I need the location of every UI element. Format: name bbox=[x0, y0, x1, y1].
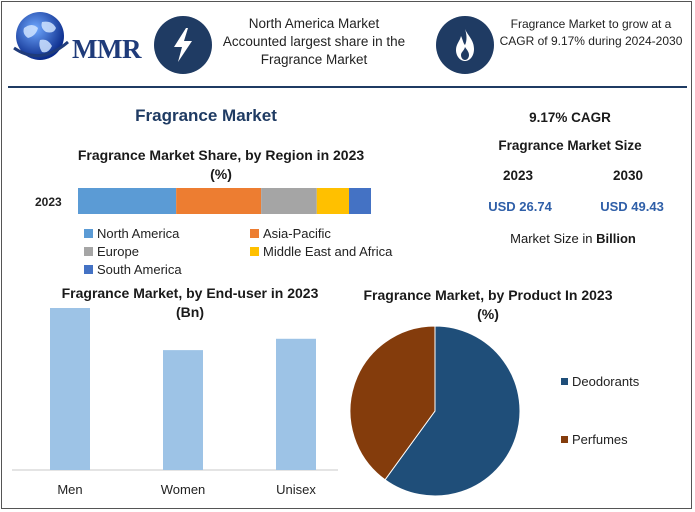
legend-swatch bbox=[84, 229, 93, 238]
footnote-unit: Billion bbox=[596, 231, 636, 246]
enduser-chart-title: Fragrance Market, by End-user in 2023 (B… bbox=[44, 284, 336, 322]
header-box2-text: Fragrance Market to grow at a CAGR of 9.… bbox=[499, 17, 683, 48]
legend-swatch bbox=[250, 247, 259, 256]
product-chart-subtitle: (%) bbox=[477, 306, 499, 322]
legend-swatch bbox=[84, 265, 93, 274]
region-chart-title-text: Fragrance Market Share, by Region in 202… bbox=[77, 147, 365, 163]
bar-women bbox=[163, 350, 203, 470]
logo-text: MMR bbox=[72, 34, 141, 64]
market-year-2030: 2030 bbox=[612, 168, 644, 183]
globe-icon bbox=[13, 12, 69, 60]
product-chart-title: Fragrance Market, by Product In 2023 (%) bbox=[350, 286, 626, 324]
pie-slice-perfumes bbox=[349, 325, 436, 481]
x-tick-label-unisex: Unisex bbox=[276, 482, 316, 497]
market-value-2030: USD 49.43 bbox=[600, 199, 664, 214]
x-tick-label-women: Women bbox=[161, 482, 206, 497]
legend-swatch bbox=[250, 229, 259, 238]
region-year-label: 2023 bbox=[35, 195, 62, 209]
region-legend-item-south-america: South America bbox=[84, 262, 182, 277]
region-legend-item-middle-east-and-africa: Middle East and Africa bbox=[250, 244, 392, 259]
legend-swatch bbox=[561, 378, 568, 385]
market-size-title: Fragrance Market Size bbox=[498, 138, 642, 153]
mmr-logo: MMR bbox=[10, 8, 141, 70]
x-tick-label-men: Men bbox=[57, 482, 82, 497]
region-legend-item-north-america: North America bbox=[84, 226, 179, 241]
market-year-2023: 2023 bbox=[502, 168, 534, 183]
pie-slice-deodorants bbox=[384, 325, 521, 497]
region-segment-europe bbox=[261, 188, 317, 214]
region-chart-subtitle: (%) bbox=[210, 166, 232, 182]
legend-label: Europe bbox=[97, 244, 139, 259]
lightning-bolt-icon bbox=[154, 16, 212, 74]
region-stacked-bar bbox=[78, 188, 371, 214]
product-legend-item-perfumes: Perfumes bbox=[561, 432, 628, 447]
market-value-2023: USD 26.74 bbox=[488, 199, 552, 214]
product-legend-item-deodorants: Deodorants bbox=[561, 374, 639, 389]
region-legend-item-europe: Europe bbox=[84, 244, 139, 259]
region-segment-middle-east-and-africa bbox=[316, 188, 350, 214]
bar-unisex bbox=[276, 338, 316, 470]
product-chart-title-text: Fragrance Market, by Product In 2023 bbox=[363, 287, 613, 303]
legend-label: Asia-Pacific bbox=[263, 226, 331, 241]
header-divider bbox=[8, 86, 687, 88]
product-pie-chart bbox=[349, 325, 521, 497]
main-title: Fragrance Market bbox=[135, 106, 277, 125]
region-segment-north-america bbox=[78, 188, 177, 214]
enduser-chart-title-text: Fragrance Market, by End-user in 2023 bbox=[61, 285, 319, 301]
region-segment-south-america bbox=[349, 188, 371, 214]
region-legend-item-asia-pacific: Asia-Pacific bbox=[250, 226, 331, 241]
legend-label: South America bbox=[97, 262, 182, 277]
enduser-bar-chart: Men Women Unisex bbox=[12, 308, 338, 497]
footnote-prefix: Market Size in bbox=[510, 231, 597, 246]
legend-swatch bbox=[561, 436, 568, 443]
legend-label: Perfumes bbox=[572, 432, 628, 447]
legend-label: Deodorants bbox=[572, 374, 640, 389]
region-segment-asia-pacific bbox=[176, 188, 262, 214]
region-chart-title: Fragrance Market Share, by Region in 202… bbox=[60, 146, 382, 184]
enduser-chart-subtitle: (Bn) bbox=[176, 304, 204, 320]
cagr-text: 9.17% CAGR bbox=[529, 110, 611, 125]
legend-swatch bbox=[84, 247, 93, 256]
bar-men bbox=[50, 308, 90, 470]
legend-label: North America bbox=[97, 226, 180, 241]
header-box1-text: North America Market Accounted largest s… bbox=[222, 16, 406, 67]
market-size-footnote: Market Size in Billion bbox=[480, 231, 666, 246]
flame-icon bbox=[436, 16, 494, 74]
legend-label: Middle East and Africa bbox=[263, 244, 393, 259]
